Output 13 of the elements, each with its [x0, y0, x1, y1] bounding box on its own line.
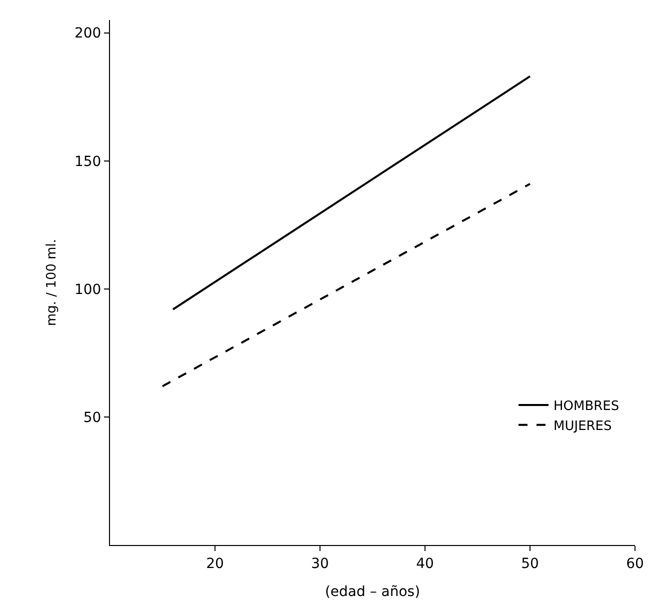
y-tick-label: 100 [74, 282, 102, 298]
y-tick-label: 150 [74, 154, 102, 170]
x-tick-label: 40 [416, 556, 434, 572]
x-axis-title: (edad – años) [324, 584, 420, 600]
legend-label: MUJERES [554, 418, 612, 434]
legend-label: HOMBRES [554, 399, 620, 414]
x-tick-label: 30 [311, 556, 329, 572]
x-tick-label: 60 [626, 556, 644, 572]
x-tick-label: 50 [521, 556, 539, 572]
y-tick-label: 200 [74, 26, 102, 42]
y-tick-label: 50 [83, 410, 102, 426]
y-axis-title: mg. / 100 ml. [44, 238, 60, 326]
x-tick-label: 20 [206, 556, 224, 572]
